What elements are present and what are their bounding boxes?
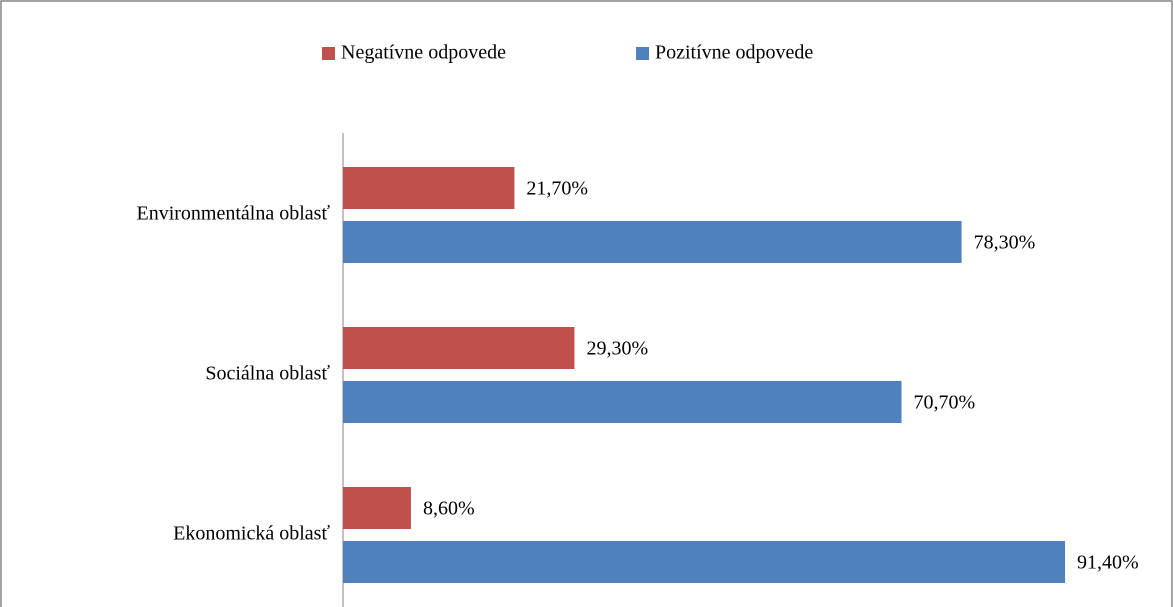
legend-swatch bbox=[322, 47, 335, 60]
bar bbox=[343, 221, 962, 263]
legend-label: Pozitívne odpovede bbox=[655, 42, 813, 64]
legend-swatch bbox=[636, 47, 649, 60]
bar bbox=[343, 381, 902, 423]
data-label: 78,30% bbox=[974, 232, 1036, 254]
legend-label: Negatívne odpovede bbox=[341, 42, 506, 64]
bar bbox=[343, 487, 411, 529]
bar bbox=[343, 167, 515, 209]
bar bbox=[343, 541, 1066, 583]
y-tick-label: Ekonomická oblasť bbox=[173, 523, 330, 545]
data-label: 21,70% bbox=[526, 178, 588, 200]
data-label: 91,40% bbox=[1077, 552, 1139, 574]
y-tick-label: Environmentálna oblasť bbox=[137, 203, 331, 225]
bar bbox=[343, 327, 575, 369]
y-tick-label: Sociálna oblasť bbox=[205, 363, 330, 385]
data-label: 8,60% bbox=[423, 498, 475, 520]
data-label: 70,70% bbox=[914, 392, 976, 414]
data-label: 29,30% bbox=[586, 338, 648, 360]
